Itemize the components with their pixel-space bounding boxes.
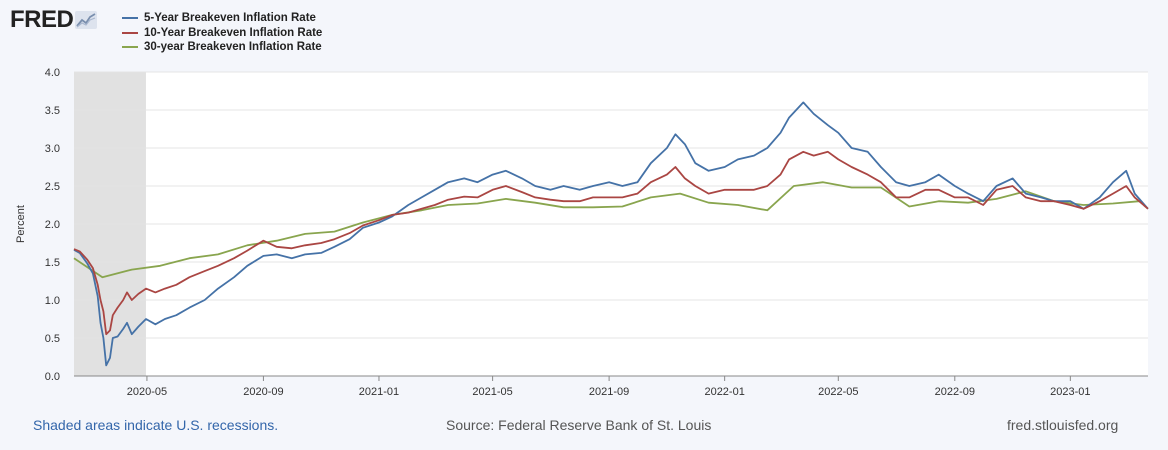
fred-trend-icon [75,11,98,29]
series-line-10y[interactable] [73,150,1149,336]
x-tick-label: 2022-01 [704,386,744,398]
series-line-30y[interactable] [73,181,1140,279]
y-tick-label: 2.0 [45,219,60,231]
site-url: fred.stlouisfed.org [1007,417,1119,433]
x-tick-label: 2021-01 [359,386,399,398]
chart-legend: 5-Year Breakeven Inflation Rate 10-Year … [122,11,322,55]
y-axis-ticks: 0.0 0.5 1.0 1.5 2.0 2.5 3.0 3.5 4.0 [45,67,60,383]
y-tick-label: 0.0 [45,371,60,383]
y-tick-label: 0.5 [45,333,60,345]
series-line-5y[interactable] [73,101,1149,367]
line-chart[interactable]: 0.00.51.01.52.02.53.03.54.0 2020-05 2020-… [0,0,1168,410]
y-tick-label: 1.0 [45,295,60,307]
legend-item-5y[interactable]: 5-Year Breakeven Inflation Rate [122,11,322,26]
grid-layer [74,71,1148,339]
y-tick-label: 2.5 [45,181,60,193]
legend-label-5y: 5-Year Breakeven Inflation Rate [144,12,316,25]
legend-swatch-5y [122,17,138,20]
x-tick-label: 2020-09 [243,386,283,398]
legend-label-30y: 30-year Breakeven Inflation Rate [144,41,322,54]
legend-swatch-30y [122,46,138,49]
legend-item-10y[interactable]: 10-Year Breakeven Inflation Rate [122,26,322,41]
x-tick-label: 2020-05 [127,386,167,398]
fred-logo[interactable]: FRED [10,6,98,34]
x-tick-label: 2022-09 [935,386,975,398]
legend-item-30y[interactable]: 30-year Breakeven Inflation Rate [122,40,322,55]
x-axis-ticks: 2020-05 2020-09 2021-01 2021-05 2021-09 2022-… [127,376,1091,398]
y-tick-label: 3.5 [45,105,60,117]
legend-swatch-10y [122,31,138,34]
x-tick-label: 2022-05 [818,386,858,398]
x-tick-label: 2021-05 [472,386,512,398]
y-axis-label: Percent [15,205,27,243]
y-tick-label: 4.0 [45,67,60,79]
logo-text: FRED [10,6,74,33]
x-tick-label: 2021-09 [589,386,629,398]
source-text: Source: Federal Reserve Bank of St. Loui… [446,417,712,433]
x-tick-label: 2023-01 [1050,386,1090,398]
legend-label-10y: 10-Year Breakeven Inflation Rate [144,26,323,39]
y-tick-label: 1.5 [45,257,60,269]
y-tick-label: 3.0 [45,143,60,155]
series-layer [73,101,1149,367]
recession-note-link[interactable]: Shaded areas indicate U.S. recessions. [33,417,279,433]
